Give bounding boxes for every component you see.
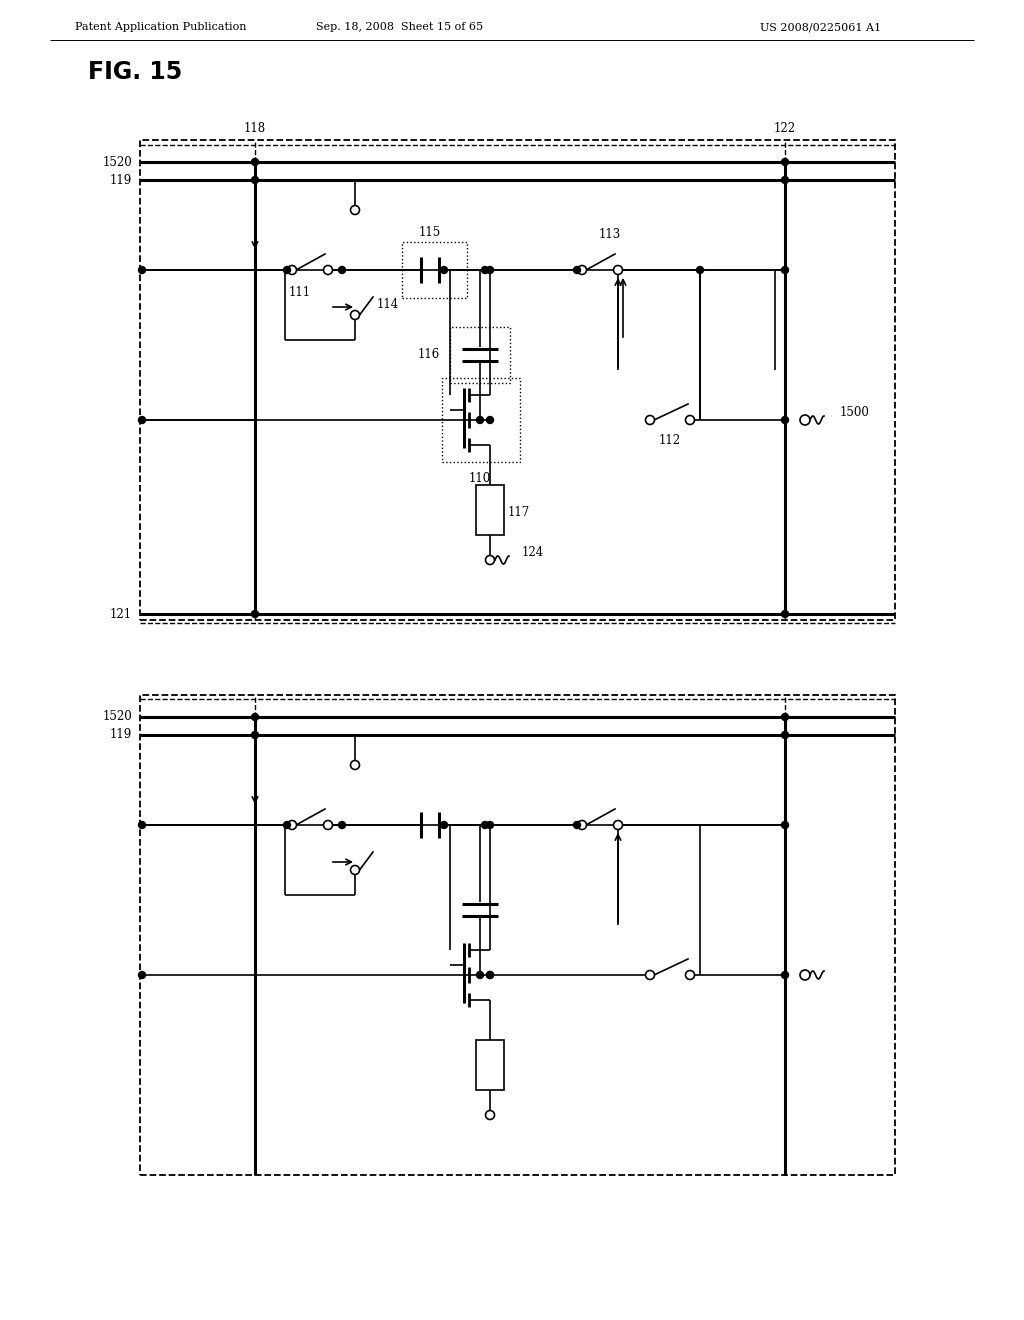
Circle shape xyxy=(578,265,587,275)
Circle shape xyxy=(486,972,494,978)
Circle shape xyxy=(486,821,494,829)
Text: 114: 114 xyxy=(377,298,399,312)
Circle shape xyxy=(252,158,258,165)
Text: 121: 121 xyxy=(110,607,132,620)
Circle shape xyxy=(781,972,788,978)
Circle shape xyxy=(350,866,359,874)
Circle shape xyxy=(138,267,145,273)
Circle shape xyxy=(573,821,581,829)
Circle shape xyxy=(486,972,494,978)
Circle shape xyxy=(138,417,145,424)
Circle shape xyxy=(481,267,488,273)
Text: Sep. 18, 2008  Sheet 15 of 65: Sep. 18, 2008 Sheet 15 of 65 xyxy=(316,22,483,32)
Circle shape xyxy=(685,416,694,425)
Circle shape xyxy=(800,970,810,979)
Circle shape xyxy=(350,310,359,319)
Circle shape xyxy=(440,821,447,829)
Text: US 2008/0225061 A1: US 2008/0225061 A1 xyxy=(760,22,881,32)
Circle shape xyxy=(339,821,345,829)
Text: FIG. 15: FIG. 15 xyxy=(88,59,182,84)
Circle shape xyxy=(440,267,447,273)
Circle shape xyxy=(781,714,788,721)
Circle shape xyxy=(781,177,788,183)
Text: 124: 124 xyxy=(522,545,544,558)
Circle shape xyxy=(573,267,581,273)
Circle shape xyxy=(252,177,258,183)
Circle shape xyxy=(138,821,145,829)
Text: 118: 118 xyxy=(244,121,266,135)
Circle shape xyxy=(486,267,494,273)
Circle shape xyxy=(252,714,258,721)
Circle shape xyxy=(645,416,654,425)
Text: Patent Application Publication: Patent Application Publication xyxy=(75,22,247,32)
Text: 119: 119 xyxy=(110,173,132,186)
Circle shape xyxy=(645,970,654,979)
Circle shape xyxy=(324,265,333,275)
Circle shape xyxy=(781,267,788,273)
Text: 112: 112 xyxy=(658,433,681,446)
Circle shape xyxy=(350,206,359,214)
Text: 1520: 1520 xyxy=(102,710,132,723)
Circle shape xyxy=(252,610,258,618)
Text: 111: 111 xyxy=(289,285,311,298)
Circle shape xyxy=(324,821,333,829)
Bar xyxy=(442,378,520,462)
Circle shape xyxy=(781,821,788,829)
Bar xyxy=(450,327,510,383)
Circle shape xyxy=(696,267,703,273)
Circle shape xyxy=(781,417,788,424)
Circle shape xyxy=(485,556,495,565)
Circle shape xyxy=(781,158,788,165)
Bar xyxy=(140,140,895,620)
Circle shape xyxy=(685,970,694,979)
Circle shape xyxy=(781,731,788,738)
Circle shape xyxy=(284,821,291,829)
Bar xyxy=(476,484,504,535)
Text: 113: 113 xyxy=(599,228,622,242)
Circle shape xyxy=(138,972,145,978)
Circle shape xyxy=(613,821,623,829)
Text: 1500: 1500 xyxy=(840,405,869,418)
Text: 116: 116 xyxy=(418,348,440,362)
Circle shape xyxy=(284,267,291,273)
Circle shape xyxy=(613,265,623,275)
Text: 115: 115 xyxy=(419,226,441,239)
Circle shape xyxy=(476,417,483,424)
Bar xyxy=(402,242,467,298)
Circle shape xyxy=(350,760,359,770)
Circle shape xyxy=(486,417,494,424)
Bar xyxy=(140,696,895,1175)
Bar xyxy=(476,1040,504,1090)
Circle shape xyxy=(485,1110,495,1119)
Circle shape xyxy=(781,610,788,618)
Text: 119: 119 xyxy=(110,729,132,742)
Circle shape xyxy=(339,267,345,273)
Text: 1520: 1520 xyxy=(102,156,132,169)
Text: 122: 122 xyxy=(774,121,796,135)
Circle shape xyxy=(288,821,297,829)
Circle shape xyxy=(476,972,483,978)
Circle shape xyxy=(481,821,488,829)
Text: 110: 110 xyxy=(469,471,492,484)
Circle shape xyxy=(252,731,258,738)
Circle shape xyxy=(578,821,587,829)
Text: 117: 117 xyxy=(508,506,530,519)
Circle shape xyxy=(800,414,810,425)
Circle shape xyxy=(288,265,297,275)
